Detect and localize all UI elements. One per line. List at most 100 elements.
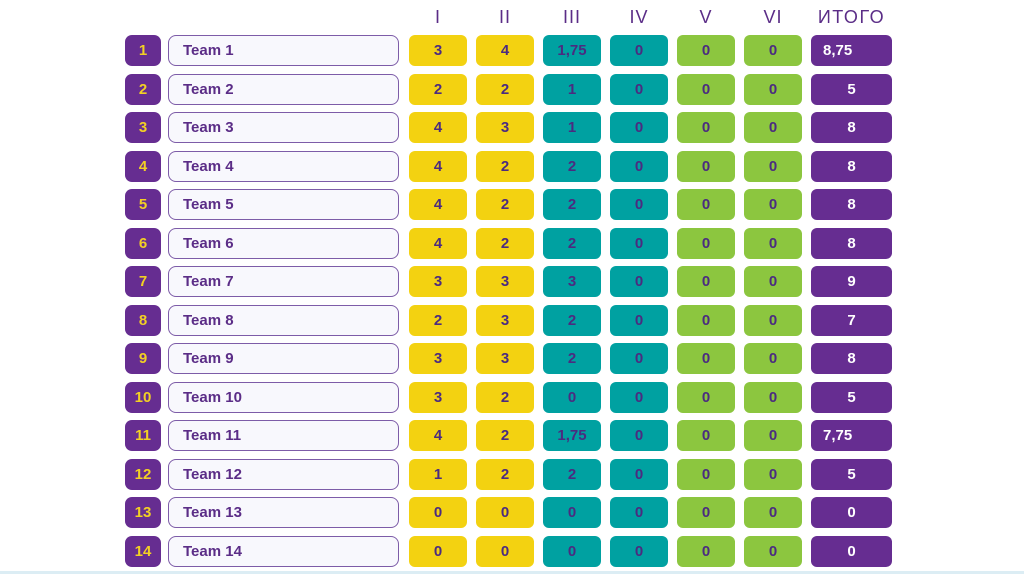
team-name-input[interactable]: Team 14 [168, 535, 399, 567]
score-cell: 0 [744, 458, 802, 490]
score-cell: 0 [677, 73, 735, 105]
score-cell: 3 [476, 304, 534, 336]
score-cell: 2 [543, 150, 601, 182]
score-cell: 0 [744, 381, 802, 413]
score-cell: 0 [744, 343, 802, 374]
table-row: 11 Team 11 4 2 1,75 0 0 0 7,75 [125, 420, 1024, 451]
total-cell: 8 [811, 343, 892, 374]
rank-badge: 14 [125, 535, 161, 567]
score-cell: 0 [744, 189, 802, 220]
score-cell: 1 [543, 112, 601, 143]
rank-badge: 8 [125, 304, 161, 336]
total-cell: 8 [811, 227, 892, 259]
table-row: 6 Team 6 4 2 2 0 0 0 8 [125, 227, 1024, 259]
score-cell: 4 [409, 227, 467, 259]
rank-badge: 1 [125, 35, 161, 66]
score-cell: 4 [409, 150, 467, 182]
score-cell: 0 [610, 150, 668, 182]
score-cell: 0 [677, 535, 735, 567]
column-header-6: VI [763, 6, 783, 27]
score-cell: 0 [610, 189, 668, 220]
score-cell: 0 [677, 343, 735, 374]
total-cell: 7,75 [811, 420, 892, 451]
team-name-input[interactable]: Team 3 [168, 112, 399, 143]
score-cell: 3 [409, 343, 467, 374]
score-cell: 0 [543, 497, 601, 528]
score-cell: 2 [476, 150, 534, 182]
score-cell: 0 [744, 112, 802, 143]
score-cell: 2 [476, 458, 534, 490]
team-name-input[interactable]: Team 1 [168, 35, 399, 66]
score-cell: 1 [409, 458, 467, 490]
score-cell: 0 [677, 266, 735, 297]
score-cell: 0 [610, 343, 668, 374]
team-name-input[interactable]: Team 10 [168, 381, 399, 413]
total-cell: 8,75 [811, 35, 892, 66]
score-cell: 0 [677, 304, 735, 336]
table-row: 9 Team 9 3 3 2 0 0 0 8 [125, 343, 1024, 374]
score-cell: 0 [610, 497, 668, 528]
team-name-input[interactable]: Team 13 [168, 497, 399, 528]
score-cell: 2 [543, 304, 601, 336]
score-cell: 0 [610, 73, 668, 105]
score-cell: 0 [476, 535, 534, 567]
score-cell: 0 [677, 458, 735, 490]
rank-badge: 13 [125, 497, 161, 528]
team-name-input[interactable]: Team 8 [168, 304, 399, 336]
score-cell: 2 [476, 420, 534, 451]
score-cell: 0 [610, 420, 668, 451]
table-body: 1 Team 1 3 4 1,75 0 0 0 8,75 2 Team 2 2 … [0, 35, 1024, 567]
rank-badge: 5 [125, 189, 161, 220]
score-cell: 2 [476, 381, 534, 413]
bottom-edge-line [0, 571, 1024, 574]
score-cell: 0 [610, 35, 668, 66]
score-cell: 0 [744, 73, 802, 105]
column-header-4: IV [629, 6, 649, 27]
total-cell: 5 [811, 73, 892, 105]
team-name-input[interactable]: Team 6 [168, 227, 399, 259]
score-cell: 4 [409, 189, 467, 220]
score-cell: 0 [409, 497, 467, 528]
score-cell: 0 [409, 535, 467, 567]
total-cell: 5 [811, 381, 892, 413]
score-cell: 0 [610, 266, 668, 297]
table-row: 8 Team 8 2 3 2 0 0 0 7 [125, 304, 1024, 336]
table-row: 2 Team 2 2 2 1 0 0 0 5 [125, 73, 1024, 105]
score-cell: 4 [409, 420, 467, 451]
score-cell: 0 [610, 304, 668, 336]
score-cell: 2 [543, 343, 601, 374]
score-cell: 0 [744, 266, 802, 297]
score-cell: 0 [677, 35, 735, 66]
team-name-input[interactable]: Team 5 [168, 189, 399, 220]
team-name-input[interactable]: Team 2 [168, 73, 399, 105]
score-cell: 0 [744, 35, 802, 66]
score-cell: 2 [543, 227, 601, 259]
rank-badge: 11 [125, 420, 161, 451]
team-name-input[interactable]: Team 11 [168, 420, 399, 451]
score-cell: 0 [610, 112, 668, 143]
score-cell: 1 [543, 73, 601, 105]
score-cell: 0 [543, 381, 601, 413]
total-cell: 0 [811, 497, 892, 528]
score-cell: 0 [677, 112, 735, 143]
rank-badge: 9 [125, 343, 161, 374]
score-cell: 2 [476, 227, 534, 259]
total-cell: 0 [811, 535, 892, 567]
score-cell: 1,75 [543, 420, 601, 451]
rank-badge: 6 [125, 227, 161, 259]
score-cell: 4 [409, 112, 467, 143]
score-cell: 2 [409, 304, 467, 336]
rank-badge: 3 [125, 112, 161, 143]
score-cell: 0 [677, 189, 735, 220]
total-cell: 8 [811, 189, 892, 220]
rank-badge: 7 [125, 266, 161, 297]
team-name-input[interactable]: Team 12 [168, 458, 399, 490]
score-cell: 0 [744, 497, 802, 528]
team-name-input[interactable]: Team 7 [168, 266, 399, 297]
score-cell: 3 [409, 266, 467, 297]
team-name-input[interactable]: Team 9 [168, 343, 399, 374]
score-cell: 0 [744, 304, 802, 336]
table-row: 12 Team 12 1 2 2 0 0 0 5 [125, 458, 1024, 490]
team-name-input[interactable]: Team 4 [168, 150, 399, 182]
